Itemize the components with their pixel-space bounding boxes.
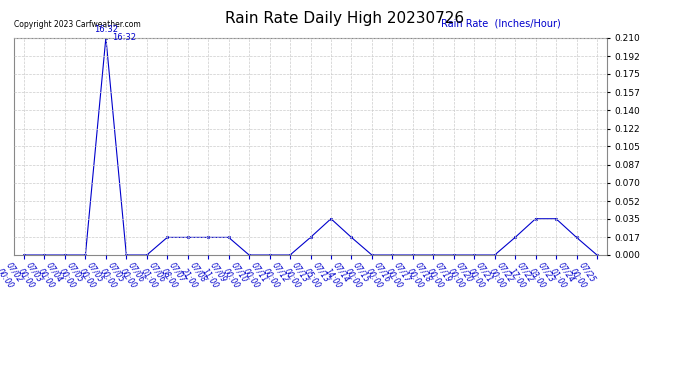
Text: 16:32: 16:32 <box>94 26 118 34</box>
Text: 16:32: 16:32 <box>112 33 136 42</box>
Text: Rain Rate Daily High 20230726: Rain Rate Daily High 20230726 <box>226 11 464 26</box>
Text: Copyright 2023 Carfweather.com: Copyright 2023 Carfweather.com <box>14 20 141 29</box>
Text: Rain Rate  (Inches/Hour): Rain Rate (Inches/Hour) <box>441 19 561 29</box>
